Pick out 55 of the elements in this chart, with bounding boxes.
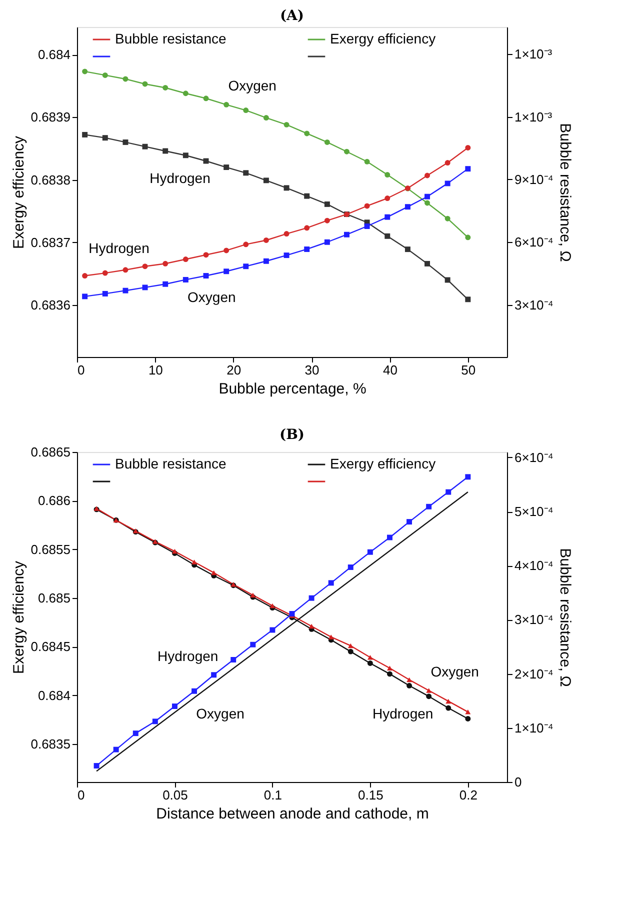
- legend-label: Exergy efficiency: [330, 30, 436, 46]
- y-tick-label: 0.6838: [30, 172, 70, 188]
- annotation: Oxygen: [188, 288, 236, 305]
- y2-tick-label: 9×10⁻⁴: [514, 172, 554, 187]
- y2-tick-label: 4×10⁻⁴: [514, 558, 554, 574]
- y-tick-label: 0.6836: [30, 298, 70, 313]
- legend-label: Bubble resistance: [115, 456, 227, 472]
- y2-tick-label: 0: [514, 774, 522, 790]
- y2-tick-label: 2×10⁻⁴: [514, 666, 554, 682]
- y-tick-label: 0.6845: [30, 639, 70, 654]
- y2-tick-label: 3×10⁻⁴: [514, 297, 554, 312]
- x-tick-label: 0: [78, 362, 85, 378]
- y2-axis-title: Bubble resistance, Ω: [556, 548, 574, 687]
- annotation: Hydrogen: [88, 240, 150, 256]
- chart-title: (A): [280, 8, 304, 24]
- x-tick-label: 0: [78, 788, 85, 802]
- annotation: Oxygen: [196, 705, 244, 722]
- y-tick-label: 0.686: [38, 493, 70, 508]
- y2-tick-label: 6×10⁻⁴: [514, 234, 554, 250]
- y2-tick-label: 1×10⁻³: [514, 109, 553, 124]
- y2-tick-label: 1×10⁻³: [514, 46, 553, 62]
- annotation: Oxygen: [430, 663, 479, 680]
- legend-label: Bubble resistance: [115, 30, 227, 46]
- y2-tick-label: 3×10⁻⁴: [514, 612, 554, 628]
- annotation: Hydrogen: [157, 648, 218, 664]
- y2-tick-label: 5×10⁻⁴: [514, 504, 554, 520]
- annotation: Hydrogen: [150, 170, 210, 186]
- x-tick-label: 50: [461, 362, 476, 378]
- y-tick-label: 0.684: [38, 688, 70, 703]
- x-tick-label: 0.2: [459, 788, 478, 802]
- x-axis-title: Bubble percentage, %: [218, 380, 366, 398]
- y-tick-label: 0.6835: [30, 736, 70, 752]
- x-tick-label: 0.05: [162, 788, 188, 802]
- y-tick-label: 0.6839: [30, 110, 70, 125]
- y-tick-label: 0.6865: [30, 444, 70, 460]
- x-tick-label: 40: [382, 362, 398, 378]
- y-tick-label: 0.6855: [30, 542, 70, 557]
- x-tick-label: 20: [226, 362, 242, 378]
- legend-label: Exergy efficiency: [330, 456, 436, 472]
- x-tick-label: 0.1: [264, 788, 282, 802]
- chart-title: (B): [279, 427, 305, 443]
- y2-tick-label: 6×10⁻⁴: [514, 450, 554, 465]
- annotation: Oxygen: [228, 78, 276, 94]
- y-axis-title: Exergy efficiency: [10, 135, 28, 250]
- y-tick-label: 0.684: [38, 47, 70, 62]
- annotation: Hydrogen: [372, 705, 434, 722]
- y2-tick-label: 1×10⁻⁴: [514, 720, 554, 736]
- x-axis-title: Distance between anode and cathode, m: [156, 806, 429, 822]
- y-tick-label: 0.6837: [30, 234, 70, 250]
- x-tick-label: 30: [304, 362, 320, 378]
- y-axis-title: Exergy efficiency: [10, 560, 28, 674]
- x-tick-label: 10: [148, 362, 163, 378]
- y2-axis-title: Bubble resistance, Ω: [556, 123, 574, 262]
- x-tick-label: 0.15: [358, 788, 384, 802]
- y-tick-label: 0.685: [38, 590, 70, 606]
